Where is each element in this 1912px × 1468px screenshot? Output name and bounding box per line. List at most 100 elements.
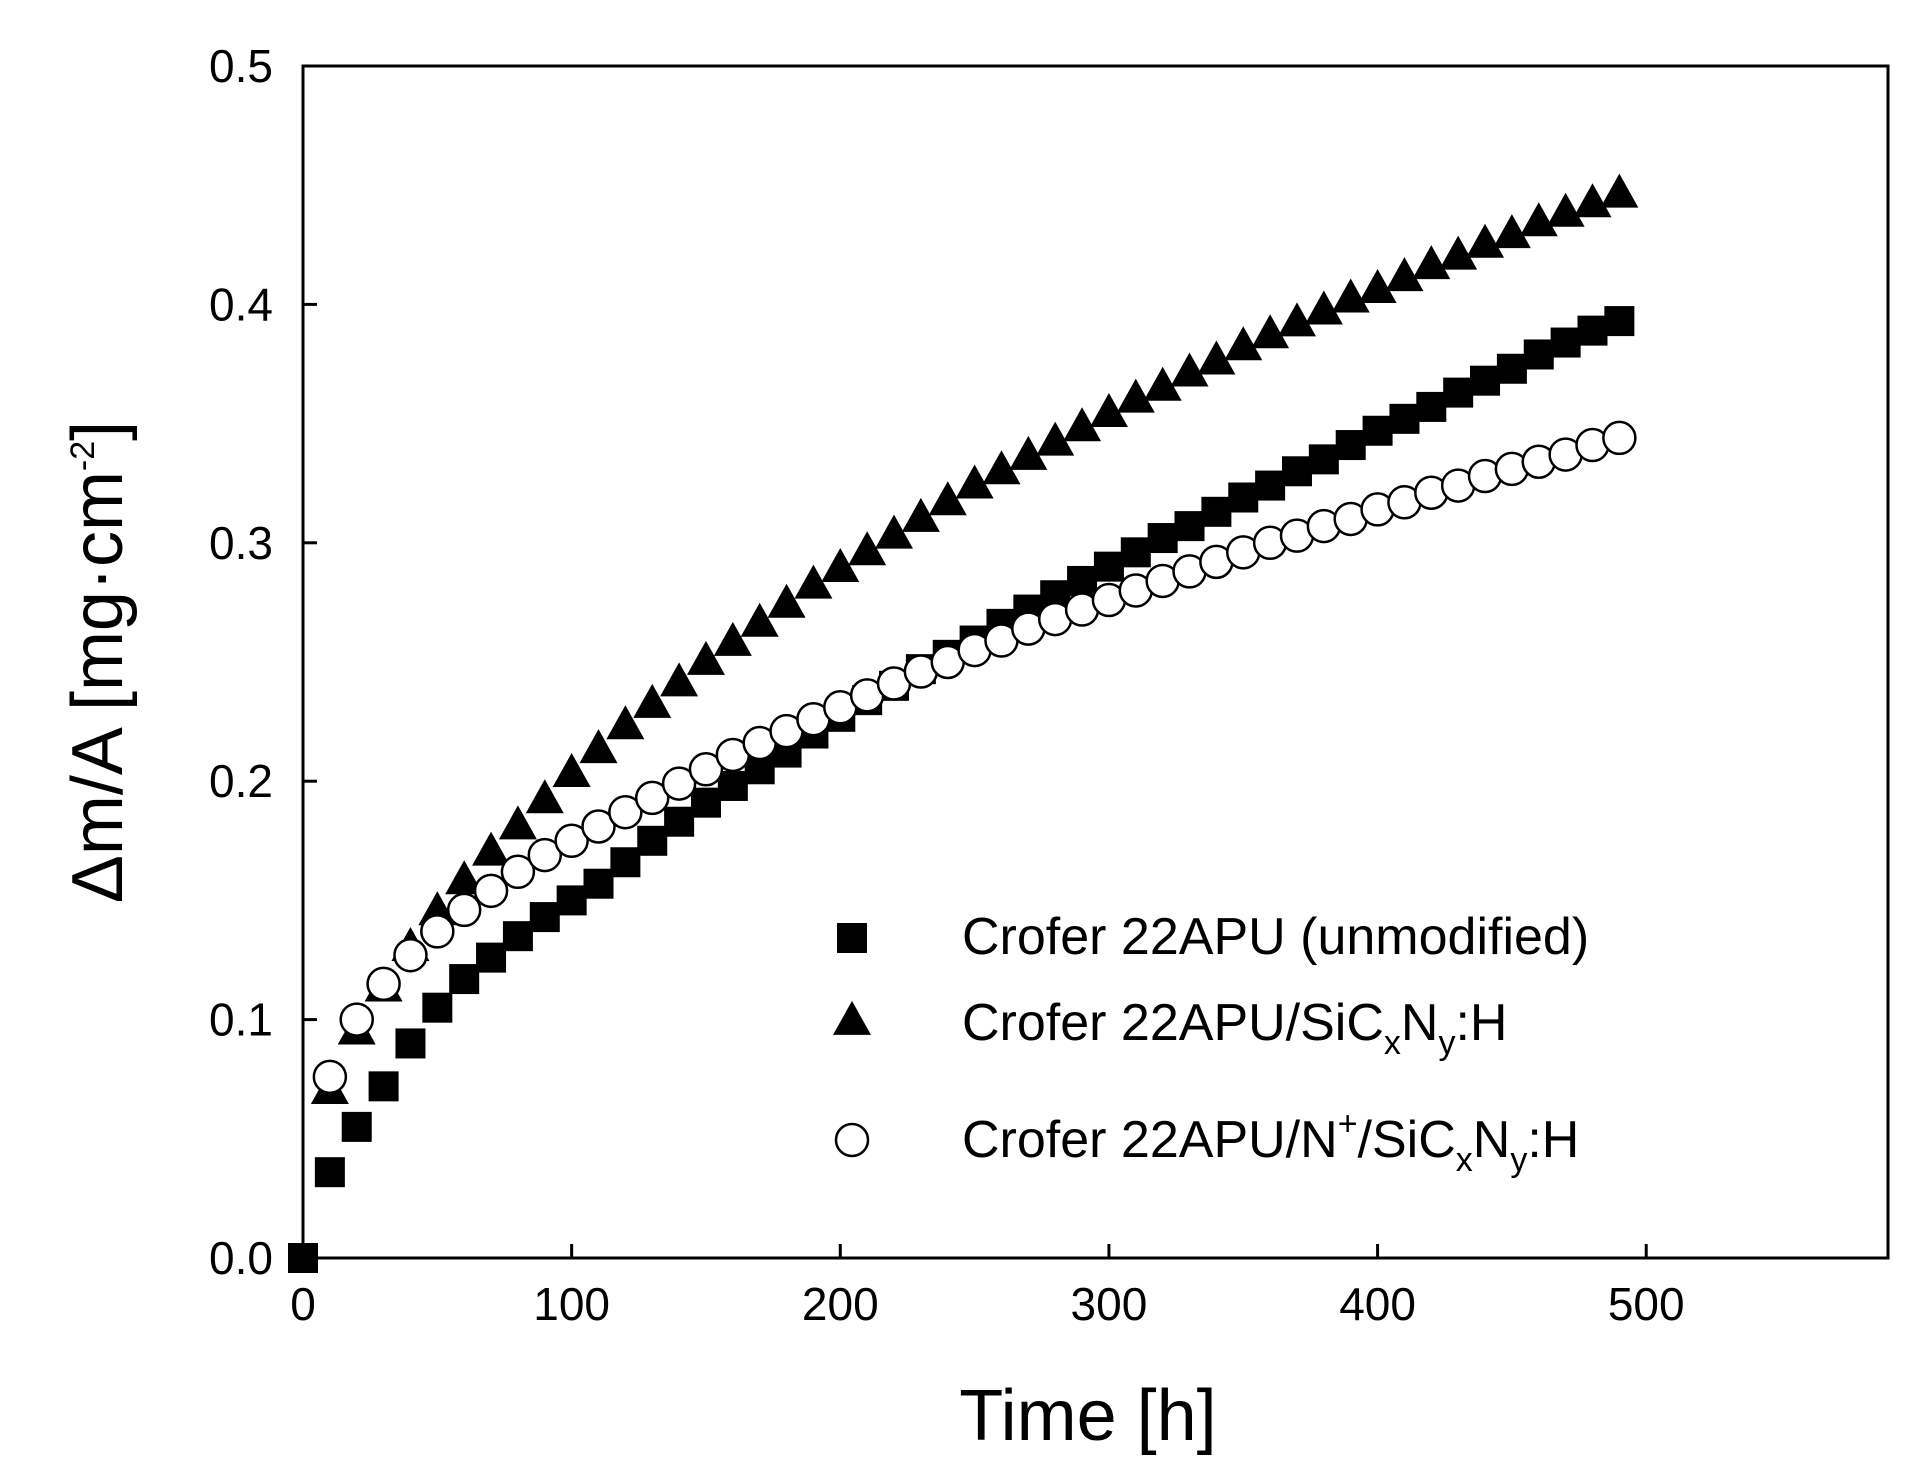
data-point-sicxny xyxy=(525,779,564,814)
data-point-sicxny xyxy=(1331,278,1370,313)
data-point-n-sicxny xyxy=(634,780,670,816)
data-point-sicxny xyxy=(848,531,887,566)
legend-label-unmodified: Crofer 22APU (unmodified) xyxy=(962,908,1589,966)
data-point-sicxny xyxy=(1251,314,1290,349)
y-axis-title-close: ] xyxy=(58,421,138,441)
data-point-sicxny xyxy=(1439,235,1478,270)
data-point-unmodified xyxy=(1443,377,1474,408)
x-tick-label: 100 xyxy=(533,1278,610,1330)
legend-entry-n-sicxny: Crofer 22APU/N+/SiCxNy:H xyxy=(834,1105,1579,1179)
axis-ticks xyxy=(301,64,1648,1260)
data-point-sicxny xyxy=(1170,352,1209,387)
data-point-sicxny xyxy=(1358,269,1397,304)
data-point-unmodified xyxy=(1120,537,1151,568)
data-point-unmodified xyxy=(1174,511,1205,542)
data-point-unmodified xyxy=(1281,456,1312,487)
data-point-sicxny xyxy=(1089,392,1128,427)
y-tick-label: 0.3 xyxy=(209,517,273,569)
legend-marker xyxy=(833,1000,871,1035)
data-point-sicxny xyxy=(1277,302,1316,337)
data-point-unmodified xyxy=(1550,327,1581,358)
legend-marker xyxy=(834,1122,870,1158)
data-point-unmodified xyxy=(368,1071,399,1102)
y-axis-title: Δm/A [mg·cm-2] xyxy=(58,421,138,903)
data-point-sicxny xyxy=(579,729,618,764)
data-point-unmodified xyxy=(1147,523,1178,554)
data-point-sicxny xyxy=(660,662,699,697)
legend-label-n-sicxny: Crofer 22APU/N+/SiCxNy:H xyxy=(962,1105,1579,1179)
legend-square-marker xyxy=(837,923,867,953)
data-point-unmodified xyxy=(1201,496,1232,527)
data-point-n-sicxny xyxy=(366,966,401,1002)
data-point-unmodified xyxy=(583,868,614,899)
data-point-n-sicxny xyxy=(661,766,697,801)
legend-triangle-marker xyxy=(833,1000,871,1035)
data-point-unmodified xyxy=(610,847,641,878)
data-point-unmodified xyxy=(1604,306,1635,337)
data-point-unmodified xyxy=(664,806,695,837)
data-point-n-sicxny xyxy=(581,809,616,844)
data-point-unmodified xyxy=(690,787,721,818)
data-point-unmodified xyxy=(529,902,560,933)
data-point-sicxny xyxy=(1224,326,1263,361)
data-point-sicxny xyxy=(713,621,752,656)
data-point-unmodified xyxy=(1496,353,1527,384)
y-tick-label: 0.1 xyxy=(209,994,273,1046)
data-point-sicxny xyxy=(606,705,645,740)
data-point-sicxny xyxy=(767,583,806,618)
x-tick-label: 400 xyxy=(1339,1278,1416,1330)
data-point-sicxny xyxy=(1063,407,1102,442)
data-point-sicxny xyxy=(552,752,591,787)
x-tick-label: 300 xyxy=(1071,1278,1148,1330)
data-point-unmodified xyxy=(1470,365,1501,396)
data-point-n-sicxny xyxy=(608,794,643,830)
data-point-n-sicxny xyxy=(1602,420,1637,456)
data-point-sicxny xyxy=(1036,421,1075,456)
data-point-sicxny xyxy=(1143,366,1182,401)
data-point-unmodified xyxy=(314,1157,345,1188)
data-point-sicxny xyxy=(633,683,672,718)
plot-frame xyxy=(301,64,1890,1260)
data-point-sicxny xyxy=(418,891,457,926)
data-point-sicxny xyxy=(1519,202,1558,237)
data-point-unmodified xyxy=(395,1028,426,1059)
y-tick-label: 0.2 xyxy=(209,755,273,807)
data-point-unmodified xyxy=(1335,430,1366,461)
data-point-unmodified xyxy=(717,770,748,801)
data-point-sicxny xyxy=(982,450,1021,485)
data-markers xyxy=(288,173,1639,1273)
data-point-unmodified xyxy=(637,825,668,856)
data-point-sicxny xyxy=(1412,245,1451,280)
data-point-sicxny xyxy=(1385,257,1424,292)
data-point-unmodified xyxy=(1228,482,1259,513)
data-point-unmodified xyxy=(476,942,507,973)
data-point-sicxny xyxy=(1304,290,1343,325)
data-point-sicxny xyxy=(875,514,914,549)
data-point-sicxny xyxy=(928,481,967,516)
data-point-n-sicxny xyxy=(393,937,428,973)
data-point-sicxny xyxy=(472,831,511,866)
data-point-sicxny xyxy=(498,805,537,840)
legend-marker xyxy=(837,923,867,953)
data-point-n-sicxny xyxy=(420,914,455,949)
data-point-sicxny xyxy=(445,860,484,895)
y-axis-title-sup: -2 xyxy=(64,441,102,471)
data-point-sicxny xyxy=(1492,214,1531,249)
data-point-n-sicxny xyxy=(554,823,589,859)
data-point-unmodified xyxy=(1416,391,1447,422)
data-point-sicxny xyxy=(1546,192,1585,227)
data-point-n-sicxny xyxy=(527,837,563,873)
x-tick-label: 500 xyxy=(1608,1278,1685,1330)
data-point-unmodified xyxy=(1577,315,1608,346)
data-point-sicxny xyxy=(1116,378,1155,413)
data-point-n-sicxny xyxy=(500,854,536,890)
data-point-n-sicxny xyxy=(473,873,509,909)
data-point-sicxny xyxy=(686,640,725,675)
data-point-unmodified xyxy=(422,992,453,1023)
data-point-sicxny xyxy=(1573,183,1612,218)
data-point-sicxny xyxy=(1197,340,1236,375)
y-axis-title-main: Δm/A [mg·cm xyxy=(58,471,138,903)
legend: Crofer 22APU (unmodified) Crofer 22APU/S… xyxy=(833,908,1589,1179)
data-point-sicxny xyxy=(901,497,940,532)
